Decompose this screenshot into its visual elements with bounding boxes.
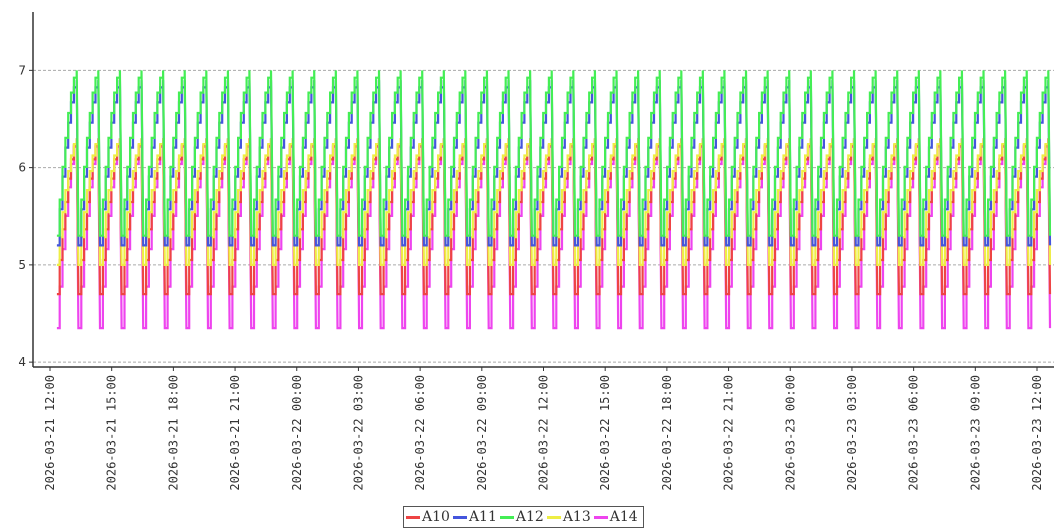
- series-line-a12: [56, 70, 1052, 237]
- x-tick-label: 2026-03-22 00:00: [290, 375, 304, 491]
- legend-label: A14: [609, 509, 638, 525]
- legend-item-a14: A14: [593, 509, 638, 525]
- x-tick-label: 2026-03-23 03:00: [845, 375, 859, 491]
- legend-label: A10: [422, 509, 450, 525]
- x-tick-label: 2026-03-22 21:00: [722, 375, 736, 491]
- x-tick-label: 2026-03-22 03:00: [351, 375, 365, 491]
- legend-item-a10: A10: [406, 509, 450, 525]
- x-tick-label: 2026-03-21 18:00: [166, 375, 180, 491]
- series-line-a13: [56, 138, 1052, 266]
- x-tick-label: 2026-03-23 12:00: [1030, 375, 1044, 491]
- x-tick-label: 2026-03-22 12:00: [537, 375, 551, 491]
- legend-item-a11: A11: [452, 509, 497, 525]
- y-tick-label: 7: [18, 63, 26, 77]
- y-tick-label: 6: [18, 161, 26, 175]
- legend-swatch: [406, 515, 420, 519]
- legend: A10 A11 A12 A13 A14: [403, 506, 644, 528]
- legend-label: A11: [468, 509, 497, 525]
- x-tick-label: 2026-03-22 09:00: [475, 375, 489, 491]
- series-layer: [56, 70, 1052, 330]
- y-tick-label: 5: [18, 258, 26, 272]
- y-ticks: 4 5 6 7: [18, 63, 33, 369]
- x-tick-label: 2026-03-21 21:00: [228, 375, 242, 491]
- legend-item-a12: A12: [499, 509, 544, 525]
- y-tick-label: 4: [18, 355, 26, 369]
- x-tick-label: 2026-03-21 15:00: [105, 375, 119, 491]
- x-tick-label: 2026-03-22 06:00: [413, 375, 427, 491]
- x-tick-label: 2026-03-21 12:00: [43, 375, 57, 491]
- legend-swatch: [593, 515, 608, 519]
- legend-swatch: [452, 515, 467, 519]
- x-tick-label: 2026-03-23 06:00: [907, 375, 921, 491]
- x-ticks: 2026-03-21 12:00 2026-03-21 15:00 2026-03-…: [43, 367, 1044, 491]
- x-tick-label: 2026-03-23 00:00: [783, 375, 797, 491]
- x-tick-label: 2026-03-22 18:00: [660, 375, 674, 491]
- legend-swatch: [546, 515, 561, 519]
- x-tick-label: 2026-03-22 15:00: [598, 375, 612, 491]
- legend-label: A13: [562, 509, 591, 525]
- legend-item-a13: A13: [546, 509, 591, 525]
- legend-label: A12: [515, 509, 544, 525]
- x-tick-label: 2026-03-23 09:00: [968, 375, 982, 491]
- legend-swatch: [499, 515, 514, 519]
